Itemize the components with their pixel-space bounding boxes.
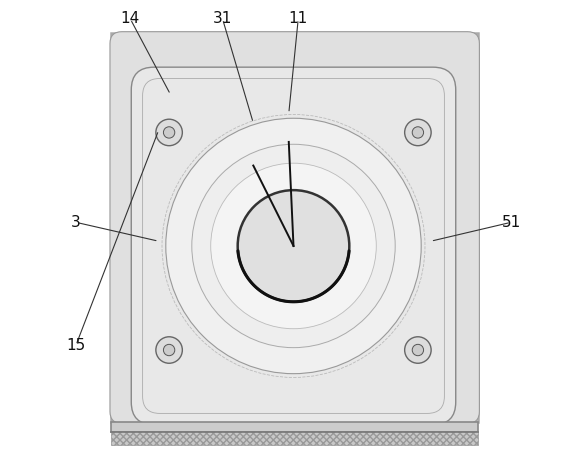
Circle shape — [412, 344, 424, 356]
Circle shape — [166, 118, 421, 374]
Bar — [112, 422, 478, 432]
Circle shape — [404, 119, 431, 146]
FancyBboxPatch shape — [131, 67, 456, 425]
Circle shape — [163, 127, 175, 138]
FancyBboxPatch shape — [110, 32, 480, 423]
Text: 51: 51 — [501, 215, 521, 230]
Bar — [112, 431, 478, 445]
Text: 3: 3 — [71, 215, 81, 230]
Circle shape — [192, 144, 395, 348]
Circle shape — [404, 337, 431, 363]
Circle shape — [163, 344, 175, 356]
Circle shape — [156, 119, 183, 146]
Text: 15: 15 — [66, 338, 86, 353]
Text: 31: 31 — [213, 11, 232, 26]
Circle shape — [412, 127, 424, 138]
Text: 14: 14 — [121, 11, 140, 26]
Text: 11: 11 — [289, 11, 308, 26]
FancyBboxPatch shape — [112, 33, 478, 422]
Circle shape — [156, 337, 183, 363]
Circle shape — [211, 163, 376, 329]
Circle shape — [238, 190, 349, 302]
